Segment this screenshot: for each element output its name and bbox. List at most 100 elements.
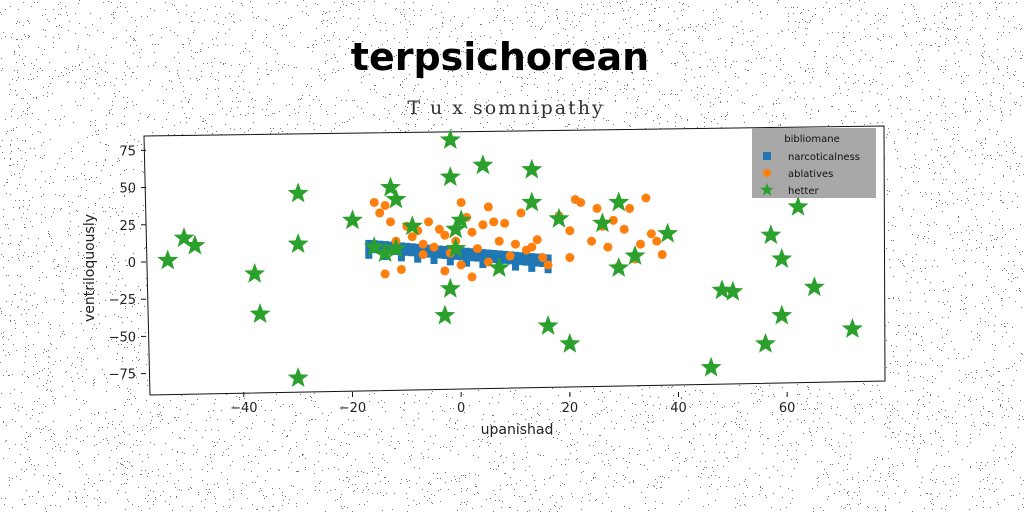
point-narcoticalness [468, 254, 476, 262]
legend-label: narcoticalness [788, 152, 860, 163]
point-hetter [559, 332, 581, 353]
point-ablatives [369, 197, 379, 207]
point-narcoticalness [403, 248, 411, 256]
legend-item-ablatives: ablatives [763, 169, 833, 180]
point-ablatives [543, 260, 553, 270]
point-hetter [537, 315, 559, 335]
y-tick-label: 50 [119, 182, 136, 197]
point-narcoticalness [479, 249, 487, 257]
legend-label: ablatives [788, 169, 833, 180]
point-ablatives [652, 236, 662, 246]
point-narcoticalness [414, 255, 422, 263]
point-ablatives [587, 236, 597, 246]
point-hetter [521, 191, 543, 212]
point-narcoticalness [533, 253, 541, 261]
point-ablatives [375, 208, 385, 218]
y-tick-label: 25 [119, 219, 136, 234]
point-narcoticalness [473, 254, 481, 262]
point-narcoticalness [414, 243, 422, 251]
point-hetter [287, 182, 309, 203]
point-hetter [380, 176, 401, 197]
point-ablatives [440, 230, 450, 240]
point-hetter [342, 209, 363, 230]
point-narcoticalness [501, 256, 509, 264]
point-ablatives [467, 227, 477, 237]
point-narcoticalness [533, 259, 541, 267]
point-ablatives [483, 257, 493, 267]
x-tick-label: −40 [230, 401, 257, 416]
legend-box [752, 128, 876, 198]
chart-title: terpsichorean [351, 35, 649, 79]
point-ablatives [511, 239, 520, 249]
point-ablatives [565, 253, 575, 263]
point-ablatives [396, 264, 406, 274]
legend-item-narcoticalness: narcoticalness [763, 152, 860, 163]
point-ablatives [500, 218, 510, 228]
x-axis-label: upanishad [481, 422, 554, 438]
legend-item-hetter: hetter [760, 183, 819, 197]
x-tick-label: 40 [670, 401, 687, 416]
point-narcoticalness [539, 259, 547, 267]
point-hetter [787, 195, 809, 216]
y-tick-label: 75 [119, 144, 136, 159]
point-ablatives [407, 232, 417, 242]
point-narcoticalness [490, 255, 498, 263]
point-ablatives [440, 266, 450, 276]
point-narcoticalness [512, 251, 519, 259]
point-narcoticalness [544, 266, 552, 274]
point-narcoticalness [544, 254, 552, 262]
point-hetter [771, 304, 793, 325]
point-ablatives [592, 203, 602, 213]
point-narcoticalness [517, 252, 525, 260]
point-hetter [184, 234, 206, 255]
point-hetter [803, 276, 825, 297]
point-narcoticalness [446, 258, 454, 266]
point-hetter [548, 207, 570, 228]
point-narcoticalness [397, 248, 405, 256]
point-ablatives [657, 250, 667, 260]
point-ablatives [576, 197, 586, 207]
point-narcoticalness [512, 263, 519, 271]
point-narcoticalness [403, 242, 411, 250]
point-ablatives [380, 269, 390, 279]
point-hetter [401, 215, 423, 236]
point-hetter [439, 166, 461, 187]
point-ablatives [494, 236, 504, 246]
point-ablatives [646, 229, 656, 239]
point-narcoticalness [484, 249, 492, 257]
point-hetter [711, 279, 733, 300]
point-hetter [700, 356, 722, 377]
y-tick-label: −25 [109, 293, 136, 308]
point-narcoticalness [468, 248, 476, 256]
point-ablatives [429, 242, 439, 252]
point-narcoticalness [397, 254, 405, 262]
x-tick-label: 0 [457, 401, 465, 416]
point-narcoticalness [430, 257, 438, 265]
point-narcoticalness [365, 239, 373, 247]
point-hetter [374, 242, 396, 262]
y-axis-ticks: 75 50 25 0 −25 −50 −75 [109, 144, 146, 383]
point-narcoticalness [408, 243, 416, 251]
point-narcoticalness [479, 255, 487, 263]
point-hetter [385, 237, 407, 258]
point-ablatives [527, 242, 537, 252]
point-hetter [608, 257, 630, 277]
point-narcoticalness [435, 245, 443, 253]
point-narcoticalness [452, 252, 460, 260]
point-hetter [488, 257, 510, 277]
point-hetter [722, 280, 744, 301]
point-ablatives [418, 250, 428, 260]
point-narcoticalness [414, 249, 422, 257]
legend-marker-star [760, 183, 774, 196]
point-narcoticalness [522, 258, 530, 266]
point-ablatives [456, 260, 466, 270]
x-axis-ticks: −40 −20 0 20 40 60 [230, 392, 795, 416]
point-narcoticalness [522, 252, 530, 260]
point-narcoticalness [425, 244, 433, 252]
point-narcoticalness [365, 245, 373, 253]
chart-subtitle: T u x somnipathy [407, 97, 604, 119]
point-narcoticalness [457, 247, 465, 255]
point-hetter [841, 318, 863, 338]
legend-title: bibliomane [784, 134, 840, 145]
y-tick-label: −75 [109, 368, 136, 383]
